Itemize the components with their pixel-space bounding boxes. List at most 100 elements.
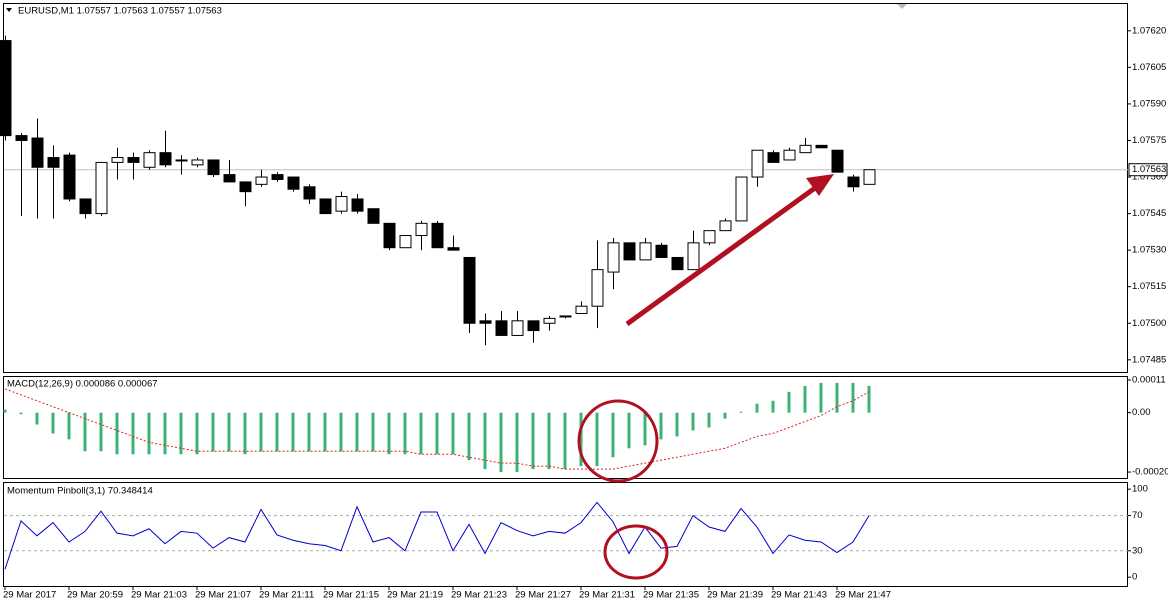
x-tick-label: 29 Mar 21:15 bbox=[323, 590, 379, 601]
x-tick-label: 29 Mar 21:35 bbox=[643, 590, 699, 601]
candle-body bbox=[655, 244, 668, 258]
candle-body bbox=[831, 149, 844, 173]
dropdown-icon[interactable] bbox=[6, 8, 12, 12]
y-tick-label: 0.00011 bbox=[1132, 374, 1166, 385]
macd-bar bbox=[67, 412, 71, 440]
x-tick-label: 29 Mar 21:03 bbox=[131, 590, 187, 601]
x-tick-label: 29 Mar 21:19 bbox=[387, 590, 443, 601]
macd-bar bbox=[611, 412, 615, 458]
macd-bar bbox=[691, 412, 695, 431]
macd-panel bbox=[3, 376, 1128, 479]
candle-body bbox=[383, 222, 396, 249]
candle-body bbox=[447, 247, 460, 251]
macd-bar bbox=[227, 412, 231, 452]
candle-body bbox=[495, 320, 508, 336]
candle-body bbox=[15, 135, 28, 141]
macd-bar bbox=[771, 400, 775, 413]
shift-marker bbox=[897, 4, 907, 9]
candle-body bbox=[207, 159, 220, 176]
y-tick-label: 1.07575 bbox=[1132, 135, 1166, 146]
candle-body bbox=[559, 315, 572, 318]
candle-body bbox=[63, 154, 76, 200]
y-tick-label: 1.07560 bbox=[1132, 172, 1166, 183]
macd-bar bbox=[547, 412, 551, 470]
main-title: EURUSD,M1 1.07557 1.07563 1.07557 1.0756… bbox=[18, 6, 222, 17]
macd-bar bbox=[579, 412, 583, 467]
macd-bar bbox=[499, 412, 503, 473]
candle-body bbox=[399, 235, 412, 249]
candle-body bbox=[127, 157, 140, 163]
macd-bar bbox=[403, 412, 407, 455]
macd-bar bbox=[803, 385, 807, 413]
candle-body bbox=[719, 220, 732, 232]
candle-body bbox=[95, 161, 108, 215]
candle-body bbox=[143, 152, 156, 168]
macd-bar bbox=[835, 382, 839, 413]
macd-bar bbox=[867, 385, 871, 413]
y-tick-label: 1.07590 bbox=[1132, 98, 1166, 109]
macd-bar bbox=[467, 412, 471, 461]
macd-bar bbox=[291, 412, 295, 452]
candle-body bbox=[0, 40, 12, 137]
signal-line bbox=[4, 388, 870, 470]
macd-bar bbox=[595, 412, 599, 467]
candle-body bbox=[671, 256, 684, 271]
macd-bar bbox=[163, 412, 167, 455]
macd-bar bbox=[627, 412, 631, 449]
candle-body bbox=[527, 320, 540, 332]
macd-bar bbox=[275, 412, 279, 452]
macd-bar bbox=[131, 412, 135, 455]
macd-bar bbox=[195, 412, 199, 455]
candle-body bbox=[863, 169, 876, 185]
y-tick-label: 1.07605 bbox=[1132, 62, 1166, 73]
candle-body bbox=[303, 186, 316, 200]
candle-body bbox=[783, 149, 796, 161]
marks: 1.076201.076051.075901.075751.075601.075… bbox=[0, 25, 1168, 601]
x-tick-label: 29 Mar 21:23 bbox=[451, 590, 507, 601]
macd-bar bbox=[323, 412, 327, 452]
candle-body bbox=[463, 256, 476, 324]
macd-bar bbox=[115, 412, 119, 455]
y-tick-label: 1.07485 bbox=[1132, 354, 1166, 365]
candle-body bbox=[255, 176, 268, 185]
candle-body bbox=[543, 317, 556, 324]
candle-body bbox=[47, 157, 60, 168]
macd-bar bbox=[179, 412, 183, 455]
macd-bar bbox=[451, 412, 455, 455]
macd-bar bbox=[243, 412, 247, 455]
candle-body bbox=[431, 222, 444, 249]
x-tick-label: 29 Mar 20:59 bbox=[67, 590, 123, 601]
candle-body bbox=[735, 176, 748, 222]
main-panel bbox=[3, 3, 1128, 373]
y-tick-label: 1.07545 bbox=[1132, 208, 1166, 219]
macd-bar bbox=[19, 412, 23, 415]
macd-bar bbox=[643, 412, 647, 446]
x-tick-label: 29 Mar 21:31 bbox=[579, 590, 635, 601]
macd-bar bbox=[515, 412, 519, 473]
momentum-line bbox=[4, 501, 870, 570]
candle-body bbox=[159, 152, 172, 166]
macd-bar bbox=[339, 412, 343, 452]
y-tick-label: 0.00 bbox=[1132, 407, 1151, 418]
candle-body bbox=[575, 305, 588, 315]
macd-bar bbox=[531, 412, 535, 470]
candle-body bbox=[351, 198, 364, 212]
y-tick-label: 0 bbox=[1132, 572, 1137, 583]
macd-bar bbox=[147, 412, 151, 455]
candle-body bbox=[607, 242, 620, 273]
macd-bar bbox=[371, 412, 375, 452]
current-price-label: 1.07563 bbox=[1132, 164, 1166, 175]
candle-body bbox=[687, 242, 700, 271]
macd-bar bbox=[387, 412, 391, 455]
candle-body bbox=[31, 137, 44, 168]
macd-bar bbox=[675, 412, 679, 437]
candle-body bbox=[847, 176, 860, 188]
macd-bar bbox=[211, 412, 215, 452]
momentum-title: Momentum Pinboll(3,1) 70.348414 bbox=[7, 486, 153, 497]
y-tick-label: 1.07620 bbox=[1132, 25, 1166, 36]
candle-body bbox=[335, 196, 348, 212]
candle-body bbox=[287, 176, 300, 190]
macd-bar bbox=[419, 412, 423, 455]
macd-bar bbox=[723, 412, 727, 419]
